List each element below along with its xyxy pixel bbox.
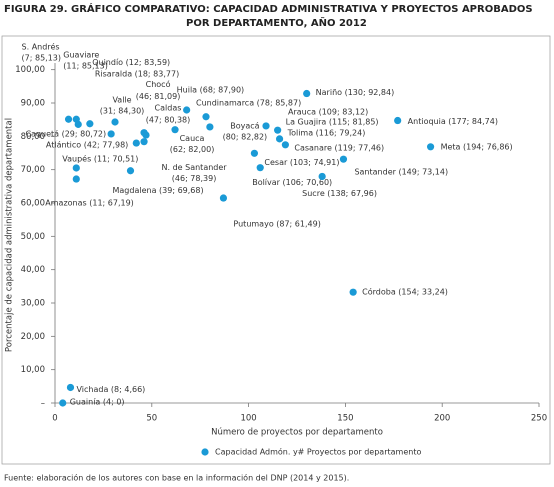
point — [142, 131, 150, 139]
point — [250, 149, 259, 157]
point-label: Vichada (8; 4,66) — [76, 385, 145, 394]
x-tick-label: 250 — [531, 414, 547, 424]
legend-marker — [201, 448, 209, 456]
point-label: Casanare (119; 77,46) — [294, 143, 384, 152]
y-tick-label: 30,00 — [21, 299, 45, 309]
point-label: Chocó — [146, 79, 171, 89]
point-label: (11; 85,13) — [63, 62, 108, 71]
chart-title: FIGURA 29. GRÁFICO COMPARATIVO: CAPACIDA… — [4, 2, 533, 15]
x-tick-label: 0 — [52, 414, 57, 424]
point-label: Boyacá — [230, 121, 259, 130]
y-tick-label: 80,00 — [21, 132, 45, 142]
point-label: (80; 82,82) — [223, 132, 268, 141]
point — [126, 167, 135, 175]
point — [107, 130, 115, 138]
y-tick-label: 20,00 — [21, 332, 45, 342]
point — [262, 122, 270, 130]
y-axis-label: Porcentaje de capacidad administrativa d… — [5, 118, 15, 352]
y-tick-label: 70,00 — [21, 165, 45, 175]
y-tick-label: 60,00 — [21, 199, 45, 209]
point — [72, 175, 80, 183]
point-label: Meta (194; 76,86) — [441, 142, 513, 151]
x-axis-label: Número de proyectos por departamento — [211, 428, 383, 438]
point — [281, 141, 289, 149]
point — [140, 138, 148, 146]
point — [171, 126, 179, 134]
point — [349, 288, 357, 296]
point — [64, 115, 73, 123]
point — [256, 164, 264, 172]
point-label: Córdoba (154; 33,24) — [362, 287, 448, 297]
point — [86, 120, 94, 128]
point-label: Nariño (130; 92,84) — [316, 88, 395, 97]
x-tick-label: 150 — [337, 414, 353, 424]
point-label: Amazonas (11; 67,19) — [45, 199, 134, 208]
x-tick-label: 50 — [146, 414, 157, 424]
point-label: Guaviare — [63, 51, 99, 60]
point-label: Magdalena (39; 69,68) — [113, 186, 204, 195]
point — [339, 155, 348, 163]
point — [72, 164, 80, 172]
point-label: Vaupés (11; 70,51) — [62, 153, 138, 163]
point-label: Santander (149; 73,14) — [354, 168, 448, 177]
y-tick-label: 40,00 — [21, 265, 45, 275]
point-label: Bolívar (106; 70,60) — [252, 178, 332, 187]
source-note: Fuente: elaboración de los autores con b… — [4, 473, 349, 483]
y-tick-label: – — [41, 399, 45, 409]
point-label: Atlántico (42; 77,98) — [46, 141, 128, 150]
point — [183, 106, 191, 114]
point-label: Cesar (103; 74,91) — [264, 158, 339, 167]
y-tick-label: 10,00 — [21, 365, 45, 375]
point — [275, 135, 284, 143]
point-label: Huila (68; 87,90) — [177, 86, 245, 95]
point-label: Caquetá (29; 80,72) — [25, 129, 106, 138]
point — [303, 89, 311, 98]
point-label: Risaralda (18; 83,77) — [95, 69, 179, 78]
point — [74, 120, 82, 128]
point — [59, 399, 67, 407]
y-tick-label: 50,00 — [21, 232, 45, 242]
point — [394, 116, 402, 125]
legend-label: Capacidad Admón. y# Proyectos por depart… — [215, 447, 421, 457]
point-label: Antioquia (177; 84,74) — [408, 117, 498, 126]
point — [111, 118, 119, 126]
point-label: Quindío (12; 83,59) — [92, 58, 170, 67]
point-label: Arauca (109; 83,12) — [288, 107, 368, 116]
point-label: (62; 82,00) — [170, 145, 215, 154]
point-label: Valle — [112, 96, 131, 105]
point-label: Cundinamarca (78; 85,87) — [196, 98, 301, 107]
point-label: Tolima (116; 79,24) — [287, 128, 366, 137]
point-label: Sucre (138; 67,96) — [302, 189, 377, 198]
point-label: (46; 78,39) — [172, 174, 217, 183]
point — [219, 194, 228, 202]
y-tick-label: 90,00 — [21, 99, 45, 109]
point — [426, 143, 435, 151]
point-label: Putumayo (87; 61,49) — [233, 220, 320, 229]
point — [274, 126, 282, 134]
chart-subtitle: POR DEPARTAMENTO, AÑO 2012 — [186, 16, 367, 29]
point — [206, 123, 214, 131]
point-label: Guainía (4; 0) — [70, 398, 125, 407]
point-label: (47; 80,38) — [146, 116, 191, 125]
point-label: S. Andrés — [22, 42, 60, 52]
y-tick-label: 100,00 — [15, 65, 45, 75]
point-label: Caldas — [155, 104, 182, 113]
point — [66, 383, 75, 392]
chart-frame — [1, 35, 551, 465]
point-label: (7; 85,13) — [22, 54, 61, 63]
point-label: Cauca — [180, 134, 205, 143]
point — [202, 113, 210, 121]
point-label: (46; 81,09) — [136, 92, 181, 101]
point-label: (31; 84,30) — [100, 107, 145, 116]
x-tick-label: 200 — [434, 414, 450, 424]
x-tick-label: 100 — [240, 414, 256, 424]
point — [318, 172, 326, 181]
point-label: N. de Santander — [162, 163, 228, 172]
point — [132, 139, 140, 147]
point-label: La Guajira (115; 81,85) — [286, 118, 379, 127]
